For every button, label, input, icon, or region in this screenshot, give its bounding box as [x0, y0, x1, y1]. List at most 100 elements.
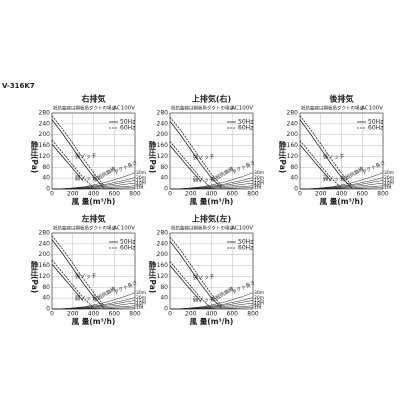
duct-label: 30m — [384, 170, 394, 176]
duct-label: 1m — [254, 305, 261, 311]
voltage: AC100V — [113, 106, 135, 112]
fan-curve — [51, 235, 105, 306]
fan-curve — [169, 261, 212, 309]
duct-label: 20m — [136, 295, 146, 301]
fan-curve — [51, 259, 94, 308]
notch-label: 弱ノッチ — [193, 177, 215, 184]
x-tick-label: 0 — [168, 191, 172, 198]
legend-label: 60Hz — [368, 125, 383, 132]
y-tick-label: 120 — [157, 273, 169, 280]
legend-label: 50Hz — [120, 239, 135, 246]
duct-label: 20m — [254, 295, 264, 301]
chart-title: 左排気 — [81, 214, 106, 224]
x-axis-label: 風 量(m³/h) — [72, 316, 116, 326]
x-tick-label: 400 — [206, 191, 218, 198]
x-tick-label: 200 — [67, 191, 79, 198]
notch-label: 強ノッチ — [193, 153, 215, 161]
notch-label: 弱ノッチ — [75, 175, 97, 182]
y-tick-label: 40 — [160, 175, 168, 182]
x-tick-label: 800 — [247, 191, 259, 198]
y-tick-label: 200 — [39, 251, 51, 258]
fan-curve — [299, 140, 342, 189]
duct-label: 10m — [384, 181, 394, 187]
duct-label: 15m — [254, 178, 264, 184]
plot-frame — [169, 232, 254, 310]
duct-label: 1m — [136, 305, 143, 311]
y-tick-label: 80 — [290, 164, 298, 171]
legend-label: 60Hz — [238, 125, 253, 132]
fan-curve — [169, 240, 223, 309]
y-tick-label: 120 — [157, 153, 169, 160]
chart-title: 上排気(右) — [192, 94, 231, 104]
x-tick-label: 600 — [227, 191, 239, 198]
duct-label: 15m — [384, 178, 394, 184]
y-axis-label: 静圧(Pa) — [278, 140, 287, 174]
duct-label: 1m — [254, 185, 261, 191]
y-tick-label: 80 — [42, 284, 50, 291]
x-tick-label: 200 — [185, 311, 197, 318]
legend-label: 50Hz — [120, 119, 135, 126]
duct-label: 30m — [136, 290, 146, 296]
x-tick-label: 800 — [377, 191, 389, 198]
x-tick-label: 400 — [88, 311, 100, 318]
y-tick-label: 40 — [160, 295, 168, 302]
chart-title: 後排気 — [330, 94, 354, 104]
duct-label: 30m — [254, 170, 264, 176]
model-label: V-316K7 — [2, 82, 35, 90]
y-tick-label: 0 — [294, 186, 298, 193]
notch-label: 弱ノッチ — [193, 297, 215, 304]
chart-title: 右排気 — [81, 94, 106, 104]
y-tick-label: 160 — [157, 262, 169, 269]
y-tick-label: 0 — [164, 306, 168, 313]
y-tick-label: 40 — [290, 175, 298, 182]
duct-label: 5m — [254, 303, 261, 309]
duct-label: 10m — [136, 181, 146, 187]
duct-label: 30m — [254, 290, 264, 296]
fan-curve — [51, 239, 105, 308]
chart-subtitle: 抵抗曲線は鋼板角ダクトの場合 — [53, 225, 116, 232]
fan-curve — [299, 115, 353, 186]
y-tick-label: 200 — [157, 131, 169, 138]
y-tick-label: 80 — [42, 164, 50, 171]
duct-label: 15m — [254, 298, 264, 304]
plot-frame — [51, 112, 136, 190]
duct-label: 5m — [136, 183, 143, 189]
x-axis-label: 風 量(m³/h) — [320, 196, 364, 206]
legend-label: 60Hz — [238, 245, 253, 252]
chart-subtitle: 抵抗曲線は鋼板角ダクトの場合 — [301, 105, 364, 112]
y-tick-label: 280 — [39, 230, 51, 237]
fan-curve — [51, 115, 105, 186]
duct-curve — [170, 307, 254, 310]
x-tick-label: 0 — [168, 311, 172, 318]
duct-label: 5m — [384, 183, 391, 189]
y-tick-label: 160 — [39, 262, 51, 269]
y-tick-label: 240 — [287, 120, 299, 127]
y-tick-label: 120 — [39, 153, 51, 160]
fan-curve — [51, 139, 94, 188]
duct-label: 20m — [384, 175, 394, 181]
duct-label: 15m — [136, 298, 146, 304]
fan-curve — [169, 116, 223, 187]
x-axis-label: 風 量(m³/h) — [190, 196, 234, 206]
fan-curve — [299, 119, 353, 189]
fan-curve — [169, 265, 202, 302]
y-tick-label: 280 — [157, 110, 169, 117]
y-axis-label: 静圧(Pa) — [148, 260, 157, 294]
fan-curve — [51, 119, 105, 188]
y-tick-label: 120 — [39, 273, 51, 280]
voltage: AC100V — [231, 226, 253, 232]
y-tick-label: 80 — [160, 284, 168, 291]
notch-label: 弱ノッチ — [75, 295, 97, 302]
y-tick-label: 240 — [39, 240, 51, 247]
y-tick-label: 0 — [46, 306, 50, 313]
y-tick-label: 40 — [42, 175, 50, 182]
duct-label: 30m — [136, 170, 146, 176]
y-tick-label: 160 — [39, 142, 51, 149]
y-tick-label: 160 — [157, 142, 169, 149]
duct-label: 20m — [254, 175, 264, 181]
